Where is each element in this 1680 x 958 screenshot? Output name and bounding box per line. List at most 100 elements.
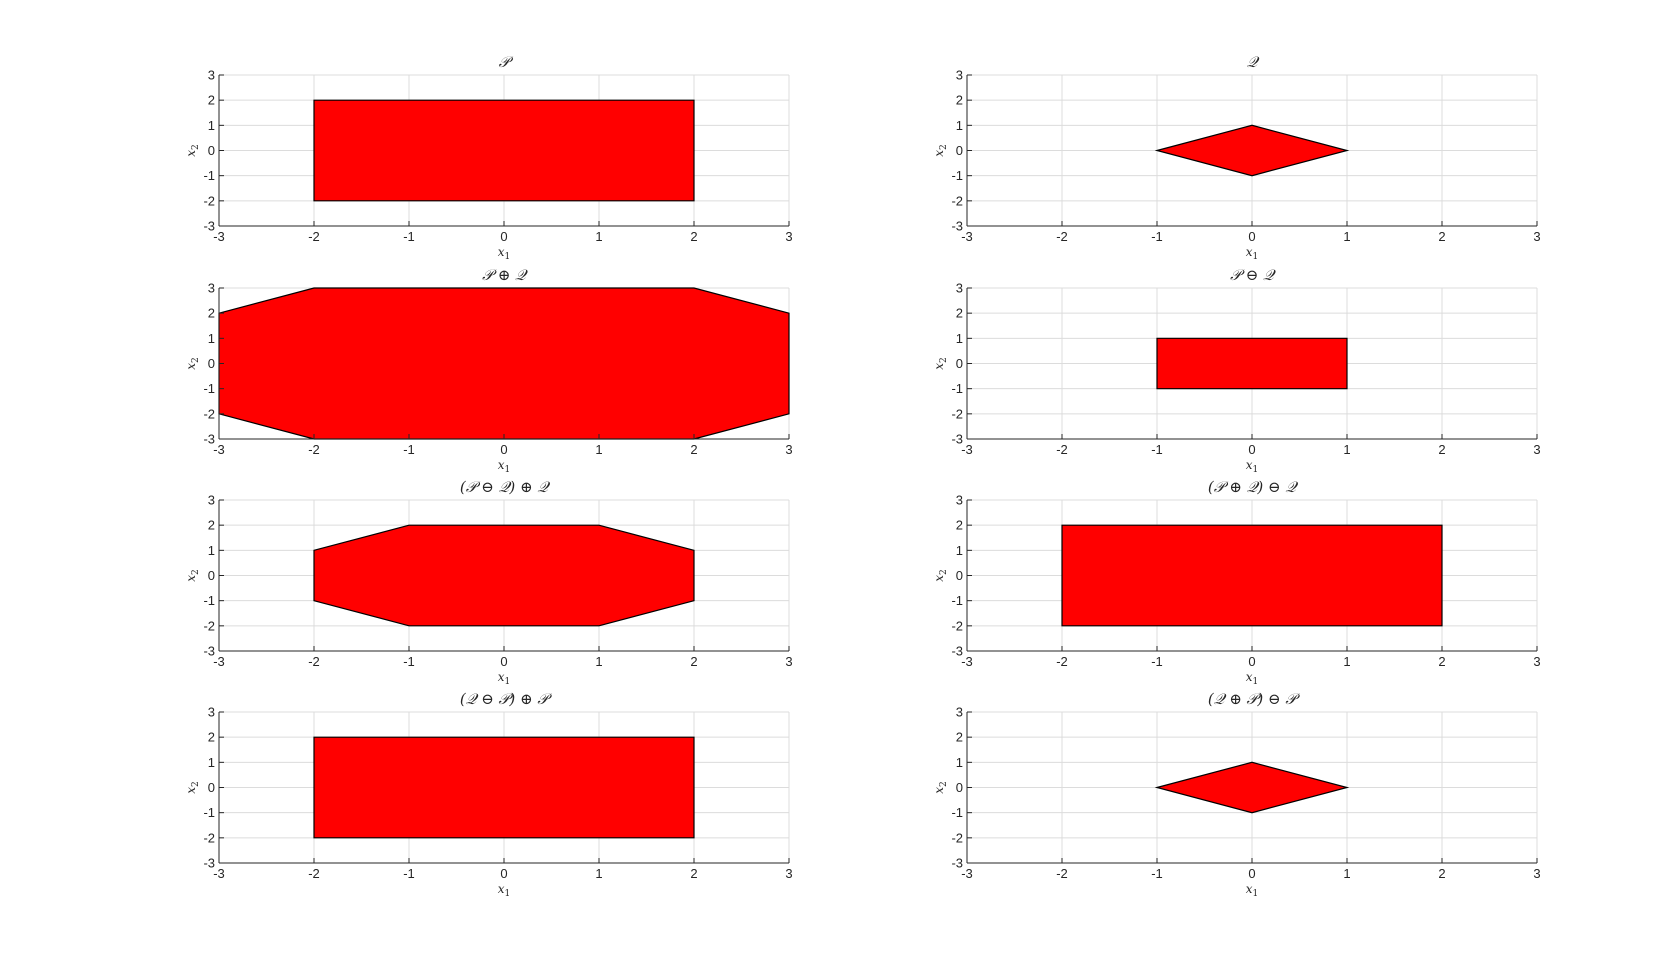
y-tick-label: 0 (208, 568, 215, 583)
x-tick-label: -3 (213, 442, 225, 457)
y-tick-label: 2 (956, 730, 963, 745)
x-axis-label: x1 (1246, 458, 1259, 475)
y-tick-label: 3 (208, 68, 215, 83)
y-tick-label: 0 (956, 780, 963, 795)
y-tick-label: 3 (956, 705, 963, 720)
y-tick-label: -2 (203, 830, 215, 845)
y-axis-label: x2 (184, 144, 201, 157)
x-tick-label: 1 (1343, 442, 1350, 457)
x-axis-label-main: x (498, 882, 505, 896)
x-axis-label-main: x (498, 458, 505, 472)
y-tick-label: -3 (203, 644, 215, 659)
x-axis-label-sub: 1 (505, 252, 511, 262)
y-axis-label-main: x (184, 787, 198, 794)
x-tick-label: 0 (1248, 229, 1255, 244)
x-tick-label: -2 (1056, 229, 1068, 244)
x-tick-label: -1 (1151, 229, 1163, 244)
x-tick-label: -2 (308, 229, 320, 244)
x-tick-label: 3 (785, 866, 792, 881)
y-axis-label-sub: 2 (939, 144, 949, 150)
x-axis-label-sub: 1 (1253, 677, 1259, 687)
x-axis-label-main: x (1246, 882, 1253, 896)
y-tick-label: 2 (956, 93, 963, 108)
x-tick-label: -3 (213, 866, 225, 881)
x-tick-label: 0 (1248, 442, 1255, 457)
y-tick-label: -1 (951, 593, 963, 608)
y-tick-label: 3 (208, 705, 215, 720)
x-tick-label: 1 (1343, 654, 1350, 669)
y-axis-label-main: x (932, 150, 946, 157)
y-tick-label: 0 (208, 356, 215, 371)
y-tick-label: -2 (203, 406, 215, 421)
y-tick-label: 0 (956, 568, 963, 583)
y-tick-label: 2 (208, 93, 215, 108)
y-axis-label-sub: 2 (939, 357, 949, 363)
x-axis-label-sub: 1 (1253, 465, 1259, 475)
y-tick-label: 1 (208, 118, 215, 133)
y-tick-label: 1 (956, 118, 963, 133)
y-tick-label: 3 (956, 68, 963, 83)
y-axis-label-sub: 2 (191, 144, 201, 150)
y-tick-label: 3 (208, 493, 215, 508)
x-tick-label: 2 (690, 866, 697, 881)
x-axis-label: x1 (1246, 882, 1259, 899)
y-tick-label: -2 (203, 618, 215, 633)
y-tick-label: 3 (956, 281, 963, 296)
y-tick-label: -1 (951, 381, 963, 396)
y-tick-label: -1 (203, 168, 215, 183)
polytope-fill (218, 287, 790, 440)
polytope-fill (1156, 337, 1348, 390)
x-tick-label: -2 (308, 654, 320, 669)
x-tick-label: 2 (690, 229, 697, 244)
x-tick-label: -1 (1151, 442, 1163, 457)
y-tick-label: 2 (956, 518, 963, 533)
y-tick-label: -3 (203, 219, 215, 234)
y-tick-label: 1 (208, 755, 215, 770)
x-tick-label: 1 (595, 654, 602, 669)
y-axis-label: x2 (184, 781, 201, 794)
y-tick-label: -2 (951, 618, 963, 633)
y-tick-label: 3 (956, 493, 963, 508)
y-axis-label-main: x (184, 575, 198, 582)
y-tick-label: -3 (203, 856, 215, 871)
x-axis-label: x1 (1246, 670, 1259, 687)
x-tick-label: -3 (213, 229, 225, 244)
x-tick-label: 0 (500, 229, 507, 244)
y-tick-label: 1 (956, 331, 963, 346)
y-tick-label: 0 (956, 356, 963, 371)
y-axis-label-main: x (184, 363, 198, 370)
y-tick-label: -2 (203, 193, 215, 208)
x-tick-label: 0 (1248, 654, 1255, 669)
y-tick-label: 1 (208, 331, 215, 346)
subplot-title: 𝒫 (499, 53, 514, 71)
subplot-title: 𝒬 (1247, 53, 1260, 71)
x-axis-label-sub: 1 (505, 465, 511, 475)
y-axis-label-sub: 2 (939, 781, 949, 787)
x-tick-label: -2 (1056, 442, 1068, 457)
y-tick-label: -1 (951, 168, 963, 183)
polytope-fill (1061, 524, 1443, 627)
x-tick-label: -2 (1056, 654, 1068, 669)
x-axis-label-main: x (498, 245, 505, 259)
y-tick-label: 0 (208, 780, 215, 795)
polytope-fill (1154, 124, 1350, 177)
x-tick-label: -2 (1056, 866, 1068, 881)
x-tick-label: -2 (308, 442, 320, 457)
subplot-title: (𝒫 ⊖ 𝒬) ⊕ 𝒬 (460, 478, 550, 496)
y-tick-label: 1 (956, 755, 963, 770)
y-axis-label-main: x (932, 787, 946, 794)
x-tick-label: 3 (1533, 442, 1540, 457)
x-tick-label: 0 (500, 442, 507, 457)
x-tick-label: 2 (1438, 229, 1445, 244)
y-tick-label: -3 (951, 856, 963, 871)
x-axis-label: x1 (498, 245, 511, 262)
x-tick-label: 0 (1248, 866, 1255, 881)
x-axis-label-sub: 1 (505, 889, 511, 899)
y-tick-label: 2 (208, 306, 215, 321)
x-axis-label-main: x (498, 670, 505, 684)
x-tick-label: 0 (500, 654, 507, 669)
